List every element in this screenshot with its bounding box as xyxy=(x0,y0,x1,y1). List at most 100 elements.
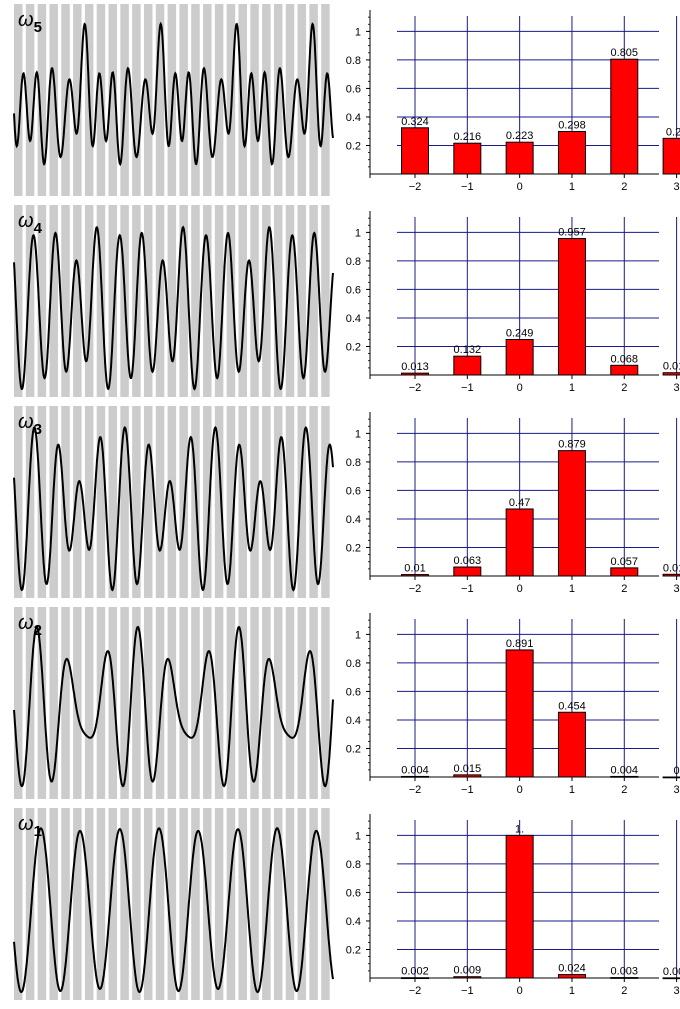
x-tick-label: 2 xyxy=(621,583,627,595)
x-tick-label: 3 xyxy=(674,583,680,595)
background-stripe xyxy=(73,4,82,196)
panel-svg: ω4 0.2 0.4 0.6 0.8 1 0.013 0.132 0.249 0.957 0.068… xyxy=(13,205,680,397)
panel-svg: ω3 0.2 0.4 0.6 0.8 1 0.01 0.063 0.47 0.879 0.057 0.… xyxy=(13,406,680,598)
bar xyxy=(610,364,639,376)
y-tick-label: 0.2 xyxy=(346,944,361,956)
background-stripe xyxy=(285,607,295,799)
bar-value-label: 0.47 xyxy=(509,497,530,509)
background-stripe xyxy=(108,808,118,1000)
background-stripe xyxy=(250,808,259,1000)
background-stripe xyxy=(191,607,200,799)
background-stripe xyxy=(309,406,318,598)
background-stripe xyxy=(214,607,224,799)
background-stripe xyxy=(262,406,271,598)
bar xyxy=(662,137,680,175)
panel-svg: ω5 0.2 0.4 0.6 0.8 1 0.324 0.216 0.223 0.298 0.805… xyxy=(13,4,680,196)
x-tick-label: −2 xyxy=(409,985,422,997)
background-stripe xyxy=(214,808,224,1000)
x-tick-label: 0 xyxy=(517,382,523,394)
bar xyxy=(453,355,482,376)
bar-value-label: 0.879 xyxy=(558,439,586,451)
background-stripe xyxy=(191,808,200,1000)
y-tick-label: 0.6 xyxy=(346,284,361,296)
background-stripe xyxy=(297,4,307,196)
background-stripe xyxy=(120,808,129,1000)
y-tick-label: 1 xyxy=(355,428,361,440)
bar xyxy=(662,977,680,980)
background-stripe xyxy=(285,808,295,1000)
x-tick-label: 3 xyxy=(674,382,680,394)
y-tick-label: 1 xyxy=(355,227,361,239)
background-stripe xyxy=(143,808,153,1000)
panel-svg: ω2 0.2 0.4 0.6 0.8 1 0.004 0.015 0.891 0.454 0.004… xyxy=(13,607,680,799)
bar xyxy=(505,141,534,175)
x-tick-label: 1 xyxy=(569,784,575,796)
y-tick-label: 0.2 xyxy=(346,341,361,353)
background-stripe xyxy=(309,607,318,799)
panel-label: ω4 xyxy=(18,210,43,237)
background-stripe xyxy=(238,4,247,196)
spectrum-panel: ω1 0.2 0.4 0.6 0.8 1 0.002 0.009 1. 0.024 0.003 0.0… xyxy=(0,804,680,1005)
x-tick-label: 1 xyxy=(569,181,575,193)
spectrum-panel: ω5 0.2 0.4 0.6 0.8 1 0.324 0.216 0.223 0.298 0.805… xyxy=(0,0,680,201)
background-stripe xyxy=(309,205,318,397)
bar-value-label: 0.324 xyxy=(401,116,429,128)
background-stripe xyxy=(155,205,165,397)
y-tick-label: 0.8 xyxy=(346,457,361,469)
background-stripe xyxy=(238,808,247,1000)
background-stripe xyxy=(321,4,330,196)
bar xyxy=(557,131,586,175)
background-stripe xyxy=(61,607,70,799)
y-tick-label: 1 xyxy=(355,629,361,641)
background-stripe xyxy=(108,205,118,397)
bar-value-label: 0.004 xyxy=(401,764,429,776)
panel-label: ω2 xyxy=(18,612,42,639)
background-stripe xyxy=(167,205,177,397)
background-stripe xyxy=(37,4,47,196)
background-stripe xyxy=(37,607,47,799)
bar xyxy=(453,566,482,577)
background-stripe xyxy=(191,4,200,196)
background-stripe xyxy=(49,808,58,1000)
y-tick-label: 0.8 xyxy=(346,256,361,268)
bar xyxy=(557,974,586,979)
background-stripe xyxy=(167,406,177,598)
background-stripe xyxy=(285,406,295,598)
background-stripe xyxy=(285,205,295,397)
background-stripe xyxy=(96,205,106,397)
background-stripe xyxy=(108,4,118,196)
background-stripe xyxy=(132,406,141,598)
bar xyxy=(505,834,534,979)
y-tick-label: 0.2 xyxy=(346,743,361,755)
background-stripe xyxy=(132,607,141,799)
y-tick-label: 0.2 xyxy=(346,140,361,152)
background-stripe xyxy=(321,607,330,799)
bar-value-label: 0.068 xyxy=(611,353,639,365)
bar-value-label: 0.957 xyxy=(558,227,586,239)
y-tick-label: 1 xyxy=(355,830,361,842)
x-tick-label: −1 xyxy=(461,985,474,997)
background-stripe xyxy=(167,607,177,799)
background-stripe xyxy=(179,607,188,799)
x-tick-label: −1 xyxy=(461,382,474,394)
background-stripe xyxy=(155,808,165,1000)
x-tick-label: 1 xyxy=(569,382,575,394)
background-stripe xyxy=(25,205,35,397)
background-stripe xyxy=(143,205,153,397)
y-tick-label: 0.4 xyxy=(346,112,361,124)
y-tick-label: 0.6 xyxy=(346,686,361,698)
x-tick-label: 0 xyxy=(517,985,523,997)
background-stripe xyxy=(309,4,318,196)
x-tick-label: 2 xyxy=(621,985,627,997)
background-stripe xyxy=(226,205,236,397)
bar xyxy=(610,567,639,577)
spectrum-panel: ω4 0.2 0.4 0.6 0.8 1 0.013 0.132 0.249 0.957 0.068… xyxy=(0,201,680,402)
y-tick-label: 1 xyxy=(355,26,361,38)
y-tick-label: 0.6 xyxy=(346,485,361,497)
background-stripe xyxy=(250,406,259,598)
background-stripe xyxy=(120,607,129,799)
background-stripe xyxy=(262,808,271,1000)
background-stripe xyxy=(179,808,188,1000)
panel-svg: ω1 0.2 0.4 0.6 0.8 1 0.002 0.009 1. 0.024 0.003 0.0… xyxy=(13,808,680,1000)
background-stripe xyxy=(84,607,94,799)
